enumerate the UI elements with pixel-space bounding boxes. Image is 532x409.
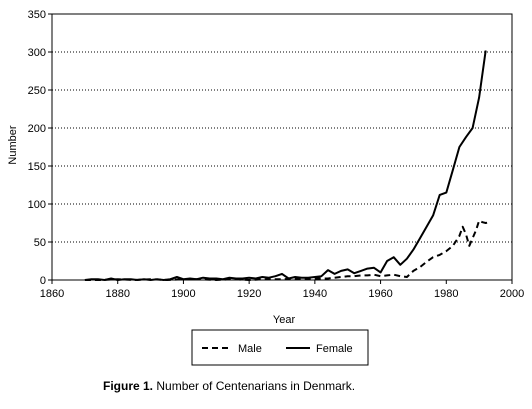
series-lines bbox=[85, 51, 489, 281]
x-tick-label: 1940 bbox=[303, 288, 327, 300]
legend: Male Female bbox=[192, 330, 368, 365]
series-line-female bbox=[85, 51, 486, 281]
x-tick-label: 1860 bbox=[40, 288, 64, 300]
axis-ticks: 0 50 100 150 200 250 300 350 1860 1880 1900 1920 194… bbox=[28, 9, 525, 300]
x-tick-label: 1980 bbox=[434, 288, 458, 300]
y-axis-title: Number bbox=[7, 125, 19, 164]
figure-label: Figure 1. bbox=[103, 379, 153, 393]
y-tick-label: 200 bbox=[28, 123, 46, 135]
x-tick-label: 1960 bbox=[368, 288, 392, 300]
x-tick-label: 1880 bbox=[105, 288, 129, 300]
gridlines bbox=[52, 52, 512, 242]
legend-male-label: Male bbox=[238, 343, 262, 355]
y-tick-label: 300 bbox=[28, 47, 46, 59]
x-tick-label: 2000 bbox=[500, 288, 524, 300]
caption-text: Number of Centenarians in Denmark. bbox=[156, 379, 355, 393]
figure-caption: Figure 1. Number of Centenarians in Denm… bbox=[103, 379, 355, 393]
x-tick-label: 1920 bbox=[237, 288, 261, 300]
y-tick-label: 0 bbox=[40, 275, 46, 287]
y-tick-label: 150 bbox=[28, 161, 46, 173]
x-axis-title: Year bbox=[273, 314, 296, 326]
x-tick-label: 1900 bbox=[171, 288, 195, 300]
y-tick-label: 250 bbox=[28, 85, 46, 97]
y-tick-label: 350 bbox=[28, 9, 46, 21]
y-tick-label: 50 bbox=[34, 237, 46, 249]
series-line-male bbox=[85, 221, 489, 280]
plot-frame bbox=[52, 14, 512, 280]
legend-female-label: Female bbox=[316, 343, 353, 355]
y-tick-label: 100 bbox=[28, 199, 46, 211]
